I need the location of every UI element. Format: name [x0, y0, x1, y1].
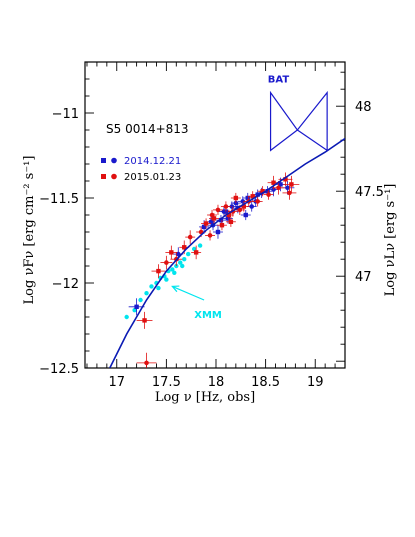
xmm-point — [144, 291, 149, 296]
plot-area: 17 17.5 18 18.5 19 −12.5 −12 −11.5 −11 47 47.5 48 BA… — [39, 61, 384, 390]
xmm-point — [186, 251, 191, 257]
point-2015 — [237, 207, 243, 213]
point-2015 — [241, 204, 246, 209]
xmm-point — [197, 243, 203, 248]
point-2015 — [144, 360, 149, 366]
point-2014 — [215, 229, 221, 235]
point-2014 — [218, 217, 224, 223]
point-2015 — [207, 233, 213, 238]
y-axis-label: Log νFν [erg cm⁻² s⁻¹] — [22, 156, 37, 305]
point-2014 — [249, 204, 255, 209]
point-2015 — [156, 268, 161, 274]
point-2014 — [243, 212, 248, 218]
point-2015 — [255, 199, 260, 204]
xmm-point — [138, 297, 143, 303]
point-2015 — [289, 182, 294, 187]
y2-axis-label: Log νLν [erg s⁻¹] — [383, 184, 398, 297]
xmm-point — [156, 285, 161, 291]
point-2015 — [209, 212, 215, 218]
bat-label: BAT — [268, 74, 290, 85]
point-2014 — [208, 219, 214, 225]
point-2015 — [193, 250, 199, 255]
point-2014 — [201, 224, 207, 230]
legend-label-2014: 2014.12.21 — [124, 156, 181, 167]
x-tick-label: 17 — [108, 375, 125, 390]
legend-label-2015: 2015.01.23 — [124, 172, 181, 183]
point-2015 — [233, 195, 239, 201]
point-2014 — [245, 195, 250, 201]
point-2015 — [169, 250, 174, 255]
x-tick-label: 19 — [307, 375, 324, 390]
point-2015 — [182, 245, 187, 250]
y-tick-label: −12 — [52, 277, 79, 292]
point-2015 — [187, 234, 193, 240]
point-2014 — [134, 304, 139, 309]
y-tick-label: −12.5 — [39, 362, 79, 377]
point-2015 — [211, 216, 217, 221]
chart-title: S5 0014+813 — [106, 122, 189, 136]
point-2014 — [225, 216, 231, 221]
xmm-point — [180, 263, 185, 269]
bat-bowtie — [269, 90, 328, 152]
xmm-point — [132, 308, 137, 313]
model-curve — [109, 137, 345, 368]
xmm-point — [149, 284, 154, 289]
y-tick-label: −11 — [52, 107, 79, 122]
xmm-arrow-head — [171, 285, 180, 293]
point-2014 — [175, 251, 181, 257]
point-2015 — [203, 221, 209, 226]
y2-tick-label: 47.5 — [355, 185, 384, 200]
x-tick-label: 17.5 — [152, 375, 181, 390]
xmm-arrow-line — [172, 285, 205, 301]
legend-marker-square-2014 — [101, 158, 106, 163]
legend-item-2015: 2015.01.23 — [101, 172, 181, 183]
point-2015 — [283, 177, 288, 182]
point-2015 — [219, 223, 225, 228]
legend-item-2014: 2014.12.21 — [101, 156, 181, 167]
y2-tick-label: 48 — [355, 100, 372, 115]
point-2014 — [278, 182, 283, 187]
point-2015 — [228, 219, 234, 224]
x-tick-label: 18.5 — [251, 375, 280, 390]
xmm-point — [172, 270, 177, 275]
x-axis-label: Log ν [Hz, obs] — [155, 390, 255, 405]
y2-tick-label: 47 — [355, 270, 372, 285]
legend-marker-circle-2015 — [111, 173, 117, 180]
point-2015 — [164, 260, 169, 265]
legend: 2014.12.21 2015.01.23 — [101, 156, 181, 183]
legend-marker-square-2015 — [101, 174, 106, 179]
point-2015 — [226, 212, 232, 218]
point-2015 — [142, 318, 147, 323]
xmm-point — [170, 267, 175, 272]
point-2015 — [260, 189, 265, 194]
xmm-point — [124, 314, 129, 320]
x-tick-label: 18 — [208, 375, 225, 390]
point-2015 — [287, 190, 292, 196]
y-tick-label: −11.5 — [39, 192, 79, 207]
point-2015 — [215, 207, 221, 213]
point-2015 — [276, 185, 281, 191]
xmm-point — [164, 277, 169, 282]
point-2014 — [285, 185, 290, 191]
point-2015 — [271, 180, 276, 185]
xmm-point — [178, 260, 183, 265]
point-2015 — [223, 204, 229, 209]
point-2015 — [266, 192, 271, 197]
xmm-point — [191, 246, 197, 252]
point-2014 — [255, 192, 260, 197]
point-2015 — [250, 194, 255, 199]
legend-marker-circle-2014 — [111, 157, 117, 164]
xmm-point — [182, 257, 187, 262]
xmm-label: XMM — [194, 310, 222, 321]
